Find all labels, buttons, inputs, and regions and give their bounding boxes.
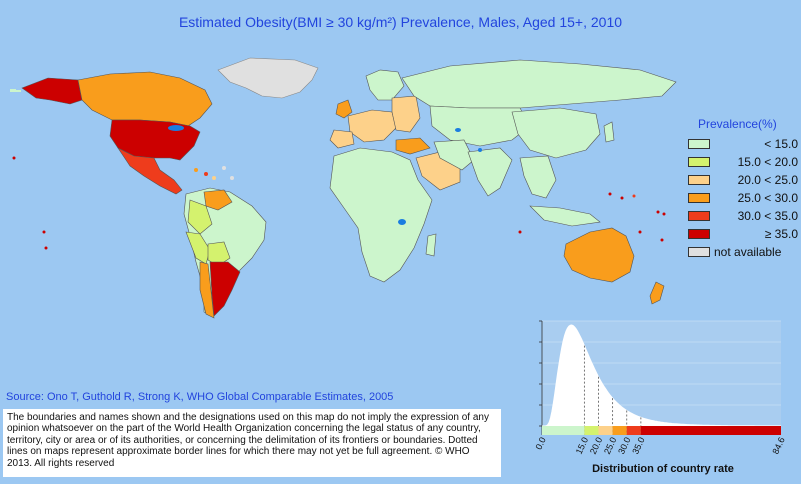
region-argentina[interactable] <box>209 261 241 317</box>
legend-swatch <box>688 247 710 257</box>
distribution-class-bar <box>640 426 781 435</box>
distribution-curve <box>542 324 782 427</box>
distribution-tick-label: 35.0 <box>630 436 646 456</box>
distribution-class-bar <box>542 426 585 435</box>
distribution-panel: 0.0 15.0 20.0 25.0 30.0 35.0 84.6 Distribution… <box>533 311 793 477</box>
source-text: Source: Ono T, Guthold R, Strong K, WHO … <box>6 391 394 403</box>
region-colombia[interactable] <box>187 199 213 235</box>
distribution-caption: Distribution of country rate <box>592 463 734 475</box>
distribution-class-bar <box>584 426 599 435</box>
region-eastern-europe[interactable] <box>391 95 421 133</box>
legend-label: ≥ 35.0 <box>764 227 798 241</box>
distribution-tick-label: 30.0 <box>616 436 632 456</box>
legend-label: < 15.0 <box>764 137 798 151</box>
legend-item: ≥ 35.0 <box>688 226 798 244</box>
legend-swatch <box>688 157 710 167</box>
region-australia[interactable] <box>563 227 635 283</box>
disclaimer-text: The boundaries and names shown and the d… <box>3 409 501 477</box>
region-japan[interactable] <box>603 121 615 143</box>
legend-item: < 15.0 <box>688 136 798 154</box>
legend-label: not available <box>714 245 782 259</box>
region-canada[interactable] <box>77 71 213 127</box>
region-turkey[interactable] <box>395 137 431 155</box>
legend-label: 20.0 < 25.0 <box>737 173 798 187</box>
region-greenland[interactable] <box>217 57 319 99</box>
legend-item: 20.0 < 25.0 <box>688 172 798 190</box>
region-madagascar[interactable] <box>425 233 437 257</box>
distribution-tick-label: 15.0 <box>574 436 590 456</box>
region-russia[interactable] <box>401 59 677 109</box>
region-india[interactable] <box>467 147 513 197</box>
legend-label: 25.0 < 30.0 <box>737 191 798 205</box>
map-title: Estimated Obesity(BMI ≥ 30 kg/m²) Preval… <box>178 14 623 30</box>
distribution-tick-label: 84.6 <box>770 436 786 456</box>
pacific-islands <box>10 89 666 250</box>
region-africa[interactable] <box>329 147 433 283</box>
distribution-class-bar <box>626 426 641 435</box>
distribution-chart: 0.0 15.020.025.030.035.0 84.6 <box>533 320 787 456</box>
region-venezuela[interactable] <box>203 189 233 211</box>
region-central-asia[interactable] <box>429 105 531 147</box>
legend-item: not available <box>688 244 798 262</box>
region-chile[interactable] <box>199 261 215 319</box>
region-iberia[interactable] <box>329 129 355 149</box>
distribution-tick-label: 0.0 <box>533 436 547 452</box>
legend-swatch <box>688 139 710 149</box>
region-southeast-asia[interactable] <box>519 155 557 199</box>
region-new-zealand[interactable] <box>649 281 665 305</box>
distribution-tick-label: 25.0 <box>602 436 618 456</box>
legend-swatch <box>688 175 710 185</box>
legend-swatch <box>688 193 710 203</box>
lakes <box>168 125 482 225</box>
distribution-class-bar <box>612 426 627 435</box>
region-western-europe[interactable] <box>347 109 397 143</box>
region-indonesia[interactable] <box>529 205 601 227</box>
legend-title: Prevalence(%) <box>698 117 777 131</box>
distribution-tick-label: 20.0 <box>588 436 604 456</box>
legend: Prevalence(%) < 15.0 15.0 < 20.0 20.0 < 25… <box>688 117 798 262</box>
region-iran[interactable] <box>433 139 475 171</box>
legend-swatch <box>688 229 710 239</box>
legend-label: 15.0 < 20.0 <box>737 155 798 169</box>
legend-item: 30.0 < 35.0 <box>688 208 798 226</box>
region-mexico[interactable] <box>117 147 183 195</box>
region-scandinavia[interactable] <box>365 69 405 101</box>
legend-label: 30.0 < 35.0 <box>737 209 798 223</box>
region-china[interactable] <box>511 107 601 159</box>
distribution-class-bar <box>598 426 613 435</box>
legend-item: 25.0 < 30.0 <box>688 190 798 208</box>
region-uk[interactable] <box>335 99 353 119</box>
caribbean-islands <box>194 166 234 180</box>
legend-item: 15.0 < 20.0 <box>688 154 798 172</box>
region-alaska[interactable] <box>21 77 83 105</box>
legend-swatch <box>688 211 710 221</box>
